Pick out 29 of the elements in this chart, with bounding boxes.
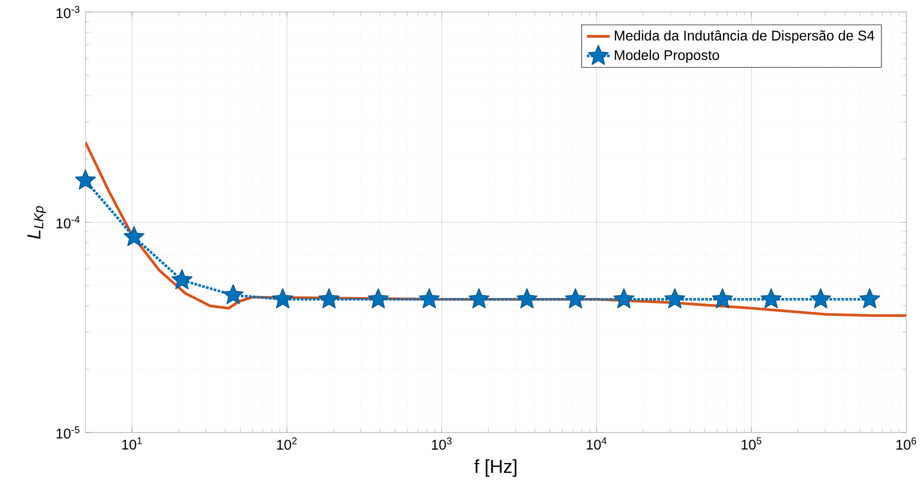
point [272,288,294,308]
point [613,288,634,308]
point [222,284,244,304]
legend-label: Modelo Proposto [614,50,720,63]
x-tick-label: 10$^{6}$ [896,437,916,450]
y-axis-title: L$_{LKp}$ [27,206,46,239]
point [516,288,538,308]
point [368,288,389,308]
point [859,288,880,308]
point [318,288,340,308]
x-tick-label: 10$^{4}$ [586,437,607,450]
legend-label: Medida da Indutância de Dispersão de S4 [614,30,874,44]
point [171,269,193,290]
y-tick-label: 10$^{-5}$ [56,426,80,439]
y-tick-label: 10$^{-4}$ [56,216,80,228]
point [74,169,96,190]
point [664,288,686,308]
x-tick-label: 10$^{3}$ [432,437,452,450]
point [810,288,832,308]
point [712,288,734,308]
point [418,288,440,308]
point [123,226,145,246]
x-tick-label: 10$^{1}$ [122,437,142,450]
x-tick-label: 10$^{2}$ [277,437,297,450]
point [760,288,782,308]
x-axis-title: f [Hz] [474,459,516,477]
y-tick-label: 10$^{-3}$ [56,6,80,18]
x-tick-label: 10$^{5}$ [742,437,762,450]
point [564,288,586,308]
